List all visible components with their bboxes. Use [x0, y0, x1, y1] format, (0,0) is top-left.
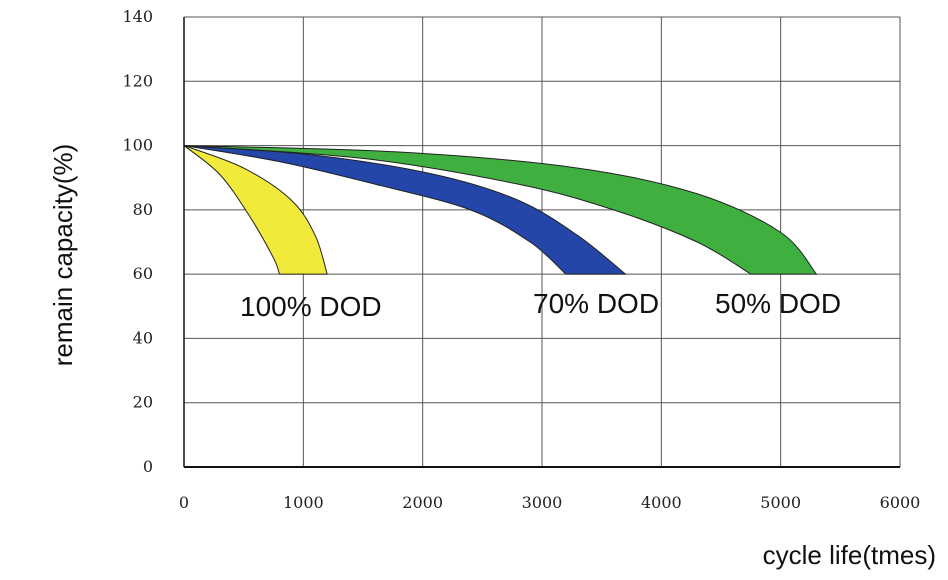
series-band-2	[183, 145, 818, 275]
y-tick-label-1: 20	[133, 393, 153, 412]
series-label-100-dod: 100% DOD	[240, 291, 382, 322]
x-tick-label-1: 1000	[283, 493, 324, 512]
x-axis-label: cycle life(tmes)	[763, 540, 936, 570]
series-bands	[183, 145, 818, 275]
x-tick-label-5: 5000	[760, 493, 801, 512]
series-label-50-dod: 50% DOD	[715, 288, 841, 319]
series-band-0	[183, 145, 328, 275]
x-tick-label-6: 6000	[880, 493, 921, 512]
y-tick-label-4: 80	[133, 200, 153, 219]
y-tick-label-0: 0	[143, 457, 153, 476]
x-tick-label-4: 4000	[641, 493, 682, 512]
y-tick-label-5: 100	[122, 136, 153, 155]
tick-labels: 0 1000 2000 3000 4000 5000 6000 0 20 40 60 80 100 120…	[122, 7, 920, 512]
series-label-70-dod: 70% DOD	[533, 288, 659, 319]
x-tick-label-2: 2000	[402, 493, 443, 512]
y-tick-label-3: 60	[133, 264, 153, 283]
y-axis-label: remain capacity(%)	[48, 144, 78, 367]
y-tick-label-7: 140	[122, 7, 153, 26]
y-tick-label-6: 120	[122, 71, 153, 90]
series-band-1	[183, 145, 627, 275]
x-tick-label-3: 3000	[522, 493, 563, 512]
x-tick-label-0: 0	[179, 493, 189, 512]
axes	[183, 17, 900, 468]
y-tick-label-2: 40	[133, 328, 153, 347]
